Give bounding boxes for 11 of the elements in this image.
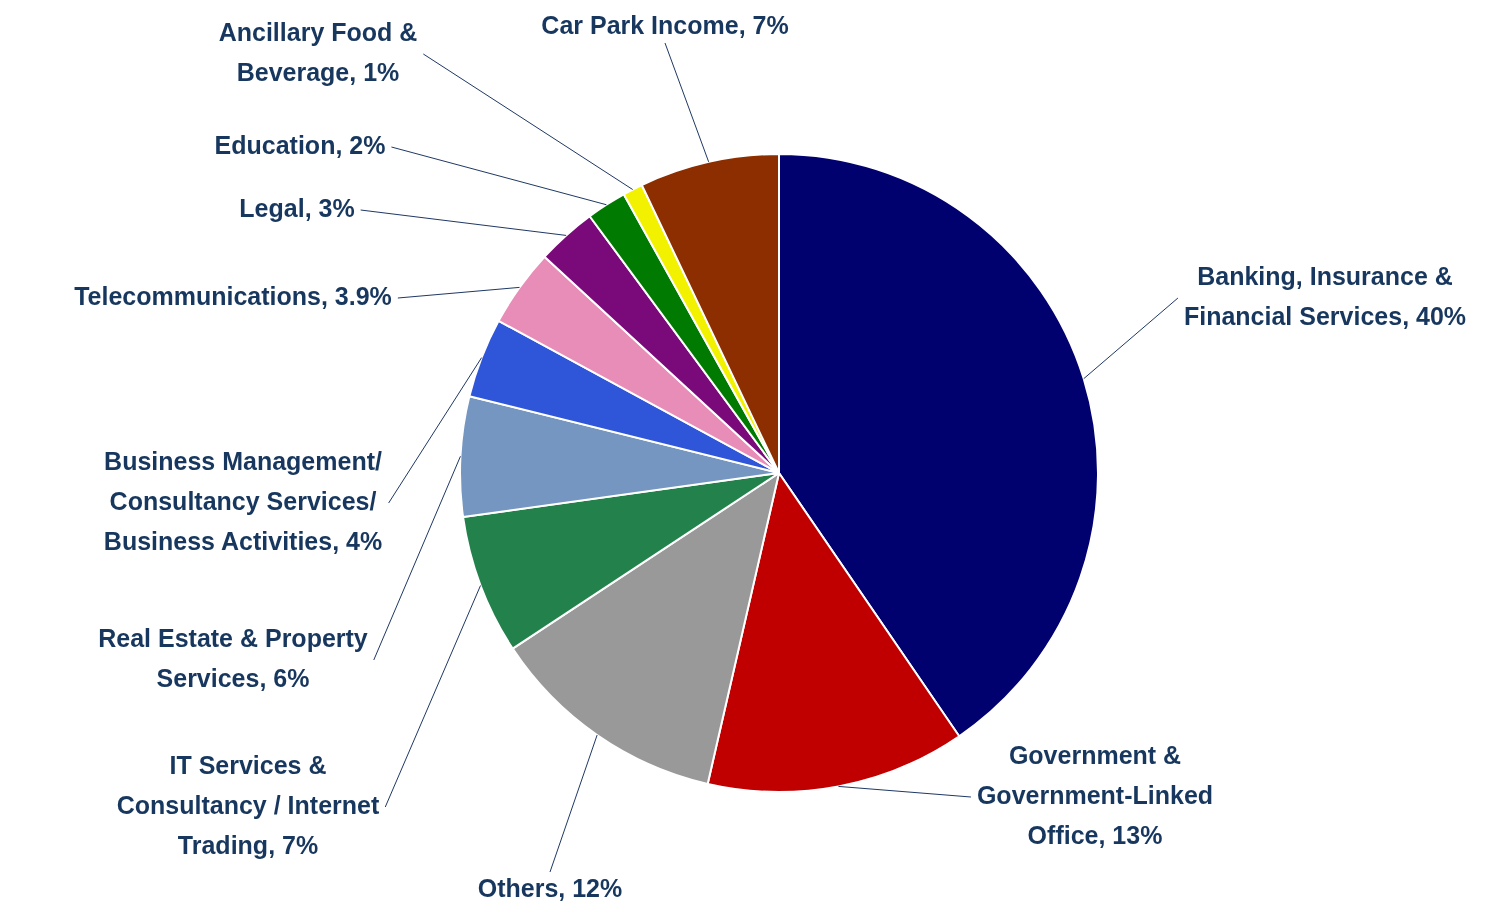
slice-label: IT Services & Consultancy / Internet Trading, 7% xyxy=(116,750,380,859)
slice-label: Government & Government-Linked Office, 13% xyxy=(976,740,1214,849)
slice-label: Telecommunications, 3.9% xyxy=(74,281,392,310)
slice-label: Real Estate & Property Services, 6% xyxy=(98,623,368,692)
slice-label: Education, 2% xyxy=(214,130,386,159)
slice-label: Car Park Income, 7% xyxy=(541,10,789,39)
slice-label: Others, 12% xyxy=(477,873,623,902)
slice-label: Banking, Insurance & Financial Services, 40% xyxy=(1183,261,1467,330)
slice-label: Legal, 3% xyxy=(239,193,355,222)
slice-label: Business Management/ Consultancy Services/ Business Activities, 4% xyxy=(103,446,383,555)
slice-label: Ancillary Food & Beverage, 1% xyxy=(218,17,418,86)
